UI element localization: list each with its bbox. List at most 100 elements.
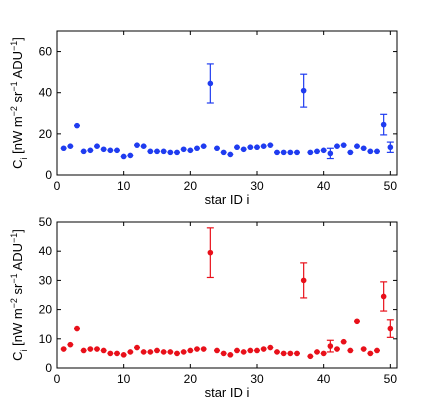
x-tick-label: 40 bbox=[317, 179, 331, 193]
data-point bbox=[347, 149, 354, 156]
marker bbox=[267, 344, 274, 351]
data-point bbox=[80, 148, 87, 155]
data-point bbox=[374, 148, 380, 155]
data-point bbox=[140, 143, 147, 149]
x-axis-label: star ID i bbox=[205, 385, 250, 400]
data-point bbox=[87, 147, 94, 154]
marker bbox=[214, 145, 220, 152]
data-point bbox=[67, 143, 74, 149]
data-point bbox=[67, 341, 74, 348]
marker bbox=[160, 349, 167, 355]
data-point bbox=[274, 349, 280, 355]
data-point bbox=[247, 144, 254, 151]
marker bbox=[354, 143, 360, 149]
data-point bbox=[287, 350, 294, 357]
marker bbox=[280, 149, 287, 156]
data-point bbox=[354, 318, 360, 325]
marker bbox=[60, 346, 67, 352]
data-point bbox=[220, 149, 227, 156]
marker bbox=[354, 318, 360, 325]
data-point bbox=[260, 346, 267, 352]
data-point bbox=[294, 350, 300, 357]
marker bbox=[320, 147, 327, 154]
data-point bbox=[107, 147, 114, 154]
marker bbox=[240, 349, 247, 355]
x-tick-label: 10 bbox=[117, 179, 131, 193]
marker bbox=[227, 352, 234, 358]
marker bbox=[87, 346, 94, 352]
data-point bbox=[240, 349, 247, 355]
data-point bbox=[234, 144, 240, 151]
data-point bbox=[280, 149, 287, 156]
marker bbox=[174, 350, 180, 357]
marker bbox=[187, 347, 194, 354]
marker bbox=[114, 147, 120, 154]
marker bbox=[67, 143, 74, 149]
marker bbox=[140, 143, 147, 149]
marker bbox=[194, 346, 200, 352]
x-tick-label: 50 bbox=[384, 179, 398, 193]
x-tick-label: 30 bbox=[250, 179, 264, 193]
data-point bbox=[254, 347, 260, 354]
data-point bbox=[227, 151, 234, 158]
marker bbox=[214, 347, 220, 354]
marker bbox=[160, 148, 167, 155]
data-point bbox=[240, 146, 247, 153]
marker bbox=[360, 145, 367, 152]
y-tick-label: 40 bbox=[39, 86, 53, 100]
x-tick-label: 40 bbox=[317, 372, 331, 386]
data-point bbox=[267, 142, 274, 148]
marker bbox=[274, 149, 280, 156]
data-point bbox=[254, 144, 260, 151]
marker bbox=[220, 149, 227, 156]
marker bbox=[387, 144, 394, 151]
data-point bbox=[154, 347, 160, 354]
data-point bbox=[200, 346, 207, 352]
data-point bbox=[167, 349, 174, 355]
y-axis-label: Ci [nW m−2 sr−1 ADU−1] bbox=[9, 229, 29, 361]
marker bbox=[314, 148, 320, 155]
y-tick-label: 60 bbox=[39, 45, 53, 59]
plot-frame bbox=[56, 221, 398, 369]
data-point bbox=[307, 149, 314, 156]
marker bbox=[127, 152, 134, 159]
data-point bbox=[334, 346, 340, 352]
y-tick-label: 20 bbox=[39, 127, 53, 141]
data-point bbox=[174, 350, 180, 357]
marker bbox=[80, 347, 87, 354]
data-point bbox=[214, 145, 220, 152]
marker bbox=[347, 149, 354, 156]
y-tick-label: 20 bbox=[39, 303, 53, 317]
marker bbox=[247, 347, 254, 354]
data-point bbox=[354, 143, 360, 149]
top-chart-panel: 0 10 20 30 40 50 0 20 40 60 star ID i Ci [nW m−2 sr… bbox=[9, 30, 398, 207]
data-point bbox=[160, 148, 167, 155]
data-point bbox=[320, 147, 327, 154]
y-tick-label: 40 bbox=[39, 244, 53, 258]
marker bbox=[254, 144, 260, 151]
data-point bbox=[200, 143, 207, 149]
data-point bbox=[134, 142, 140, 148]
x-tick-label: 30 bbox=[250, 372, 264, 386]
data-point bbox=[114, 147, 120, 154]
data-point bbox=[320, 350, 327, 357]
data-point bbox=[100, 146, 107, 153]
marker bbox=[167, 149, 174, 156]
marker bbox=[274, 349, 280, 355]
y-axis-label: Ci [nW m−2 sr−1 ADU−1] bbox=[9, 37, 29, 169]
data-point bbox=[367, 350, 374, 357]
marker bbox=[387, 325, 394, 332]
data-point bbox=[174, 149, 180, 156]
x-axis-label: star ID i bbox=[205, 192, 250, 207]
data-point bbox=[134, 344, 140, 351]
marker bbox=[134, 344, 140, 351]
marker bbox=[287, 350, 294, 357]
data-point bbox=[334, 143, 340, 149]
marker bbox=[320, 350, 327, 357]
data-point bbox=[107, 350, 114, 357]
data-point bbox=[294, 149, 300, 156]
marker bbox=[254, 347, 260, 354]
x-tick-label: 20 bbox=[184, 372, 198, 386]
data-point bbox=[120, 153, 127, 160]
